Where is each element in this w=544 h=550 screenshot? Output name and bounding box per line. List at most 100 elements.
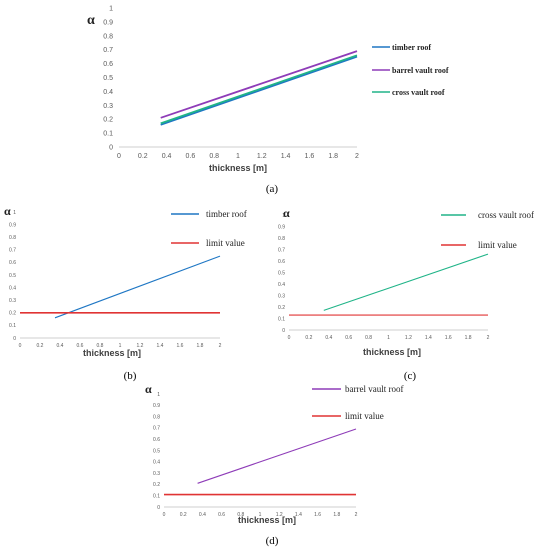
chart-c-x-tick-label: 0.6 (345, 335, 352, 341)
chart-c-x-tick-label: 0.2 (305, 335, 312, 341)
chart-a-y-tick-label: 0.7 (103, 47, 113, 54)
chart-d-x-tick-label: 1.6 (314, 512, 321, 518)
chart-b-y-tick-label: 1 (13, 210, 16, 216)
chart-c-y-tick-label: 0 (282, 328, 285, 334)
chart-a-y-tick-label: 0.5 (103, 75, 113, 82)
chart-d-x-tick-label: 0.6 (218, 512, 225, 518)
chart-b-y-tick-label: 0.9 (9, 222, 16, 228)
chart-a-y-tick-label: 0.2 (103, 117, 113, 124)
chart-c-legend-label-1: limit value (478, 240, 517, 250)
chart-b-y-tick-label: 0.2 (9, 311, 16, 317)
chart-a-x-tick-label: 0.8 (209, 153, 219, 160)
chart-a-y-tick-label: 0.9 (103, 19, 113, 26)
chart-c-caption: (c) (404, 370, 417, 382)
chart-d-x-tick-label: 0.2 (180, 512, 187, 518)
chart-b-x-tick-label: 0.6 (77, 343, 84, 349)
chart-d-y-tick-label: 0.2 (153, 482, 160, 488)
chart-b-series-0-line (54, 255, 221, 319)
chart-d-y-tick-label: 0.5 (153, 448, 160, 454)
chart-a-caption: (a) (266, 183, 279, 195)
chart-c-x-tick-label: 1.2 (405, 335, 412, 341)
chart-c-y-tick-label: 0.7 (278, 247, 285, 253)
chart-b-y-tick-label: 0.6 (9, 260, 16, 266)
chart-c-x-tick-label: 1 (387, 335, 390, 341)
chart-c-legend-label-0: cross vault roof (478, 210, 534, 220)
chart-b-x-tick-label: 2 (219, 343, 222, 349)
chart-b-y-tick-label: 0.3 (9, 298, 16, 304)
chart-a-y-tick-label: 0.6 (103, 61, 113, 68)
chart-a-y-tick-label: 0.1 (103, 131, 113, 138)
chart-c-x-tick-label: 1.4 (425, 335, 432, 341)
chart-c-x-tick-label: 1.6 (445, 335, 452, 341)
chart-d-y-tick-label: 0 (157, 505, 160, 511)
chart-b-y-tick-label: 0.7 (9, 248, 16, 254)
chart-a-legend-label-1: barrel vault roof (392, 66, 449, 75)
chart-d-x-axis-label: thickness [m] (238, 515, 296, 525)
chart-b-x-tick-label: 1.4 (157, 343, 164, 349)
chart-c-series-0-line (323, 253, 489, 311)
chart-c-y-tick-label: 0.6 (278, 259, 285, 265)
chart-d-caption: (d) (266, 535, 279, 547)
chart-a-legend-label-2: cross vault roof (392, 88, 445, 97)
chart-a-y-tick-label: 0.4 (103, 89, 113, 96)
chart-a-x-tick-label: 0.4 (162, 153, 172, 160)
chart-b-x-tick-label: 1.6 (177, 343, 184, 349)
chart-c-y-tick-label: 0.3 (278, 293, 285, 299)
chart-a-x-tick-label: 1.4 (281, 153, 291, 160)
chart-d-x-tick-label: 1.2 (276, 512, 283, 518)
chart-b-legend-label-1: limit value (206, 238, 245, 248)
chart-a-x-tick-label: 2 (355, 153, 359, 160)
chart-d-x-tick-label: 1.4 (295, 512, 302, 518)
chart-b-x-tick-label: 1.8 (197, 343, 204, 349)
chart-a-series-0-line (160, 55, 358, 126)
chart-b-y-tick-label: 0.8 (9, 235, 16, 241)
chart-a-y-axis-label: α (87, 13, 95, 28)
chart-c-x-tick-label: 0.4 (325, 335, 332, 341)
chart-d-x-tick-label: 0.8 (237, 512, 244, 518)
chart-d-y-tick-label: 0.9 (153, 403, 160, 409)
chart-d-x-tick-label: 1 (259, 512, 262, 518)
chart-c-x-tick-label: 1.8 (465, 335, 472, 341)
chart-a-legend-label-0: timber roof (392, 43, 431, 52)
chart-a-x-tick-label: 0.2 (138, 153, 148, 160)
chart-d-y-tick-label: 1 (157, 392, 160, 398)
chart-b-caption: (b) (124, 370, 137, 382)
chart-a-series-1-line (160, 50, 358, 119)
chart-c-y-tick-label: 0.8 (278, 236, 285, 242)
chart-b-x-tick-label: 1 (119, 343, 122, 349)
chart-a-y-tick-label: 0.8 (103, 33, 113, 40)
chart-a-x-axis-label: thickness [m] (209, 163, 267, 173)
chart-c-y-axis-label: α (283, 206, 290, 220)
chart-d-x-tick-label: 2 (355, 512, 358, 518)
chart-d-x-tick-label: 0.4 (199, 512, 206, 518)
chart-c-y-tick-label: 0.5 (278, 270, 285, 276)
chart-d-y-tick-label: 0.6 (153, 437, 160, 443)
chart-c-x-tick-label: 0 (288, 335, 291, 341)
chart-d-y-tick-label: 0.1 (153, 493, 160, 499)
chart-a-x-tick-label: 1.8 (328, 153, 338, 160)
chart-a-x-tick-label: 0 (117, 153, 121, 160)
chart-d-y-tick-label: 0.8 (153, 414, 160, 420)
chart-d-x-tick-label: 0 (163, 512, 166, 518)
chart-c-y-tick-label: 1 (282, 213, 285, 219)
chart-d-y-tick-label: 0.7 (153, 426, 160, 432)
chart-b-x-tick-label: 1.2 (137, 343, 144, 349)
chart-b-y-tick-label: 0.5 (9, 273, 16, 279)
chart-c-x-tick-label: 0.8 (365, 335, 372, 341)
chart-d-y-tick-label: 0.4 (153, 460, 160, 466)
chart-a-y-tick-label: 0.3 (103, 103, 113, 110)
chart-d-y-axis-label: α (145, 382, 152, 396)
chart-c-x-axis-label: thickness [m] (363, 347, 421, 357)
chart-a-x-tick-label: 1.2 (257, 153, 267, 160)
chart-b-x-tick-label: 0.4 (57, 343, 64, 349)
chart-a-series-2-line (160, 54, 358, 125)
chart-d-legend-label-0: barrel vault roof (345, 384, 403, 394)
chart-b-y-tick-label: 0.1 (9, 323, 16, 329)
chart-b-legend-label-0: timber roof (206, 209, 247, 219)
chart-b-x-tick-label: 0 (19, 343, 22, 349)
chart-b-y-tick-label: 0.4 (9, 285, 16, 291)
chart-a-x-tick-label: 1.6 (305, 153, 315, 160)
chart-b-x-tick-label: 0.2 (37, 343, 44, 349)
chart-a-x-tick-label: 0.6 (186, 153, 196, 160)
